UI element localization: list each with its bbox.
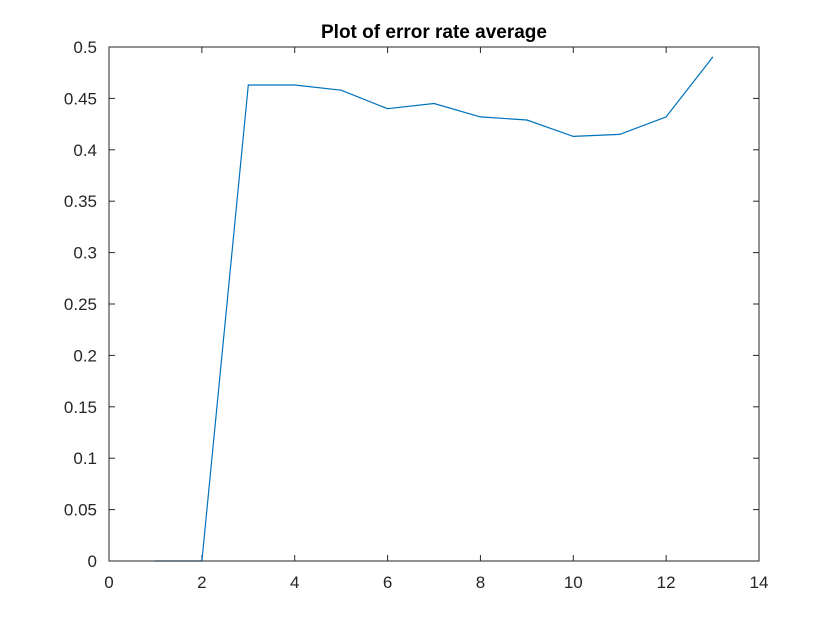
data-point	[247, 84, 249, 86]
data-point	[433, 102, 435, 105]
x-tick-label: 6	[383, 573, 392, 592]
y-tick-label: 0.25	[64, 295, 97, 314]
x-tick-label: 2	[197, 573, 206, 592]
y-tick-label: 0.5	[73, 38, 97, 57]
plot-area	[109, 47, 759, 561]
y-tick-label: 0.3	[73, 244, 97, 263]
data-point	[386, 108, 389, 110]
y-tick-label: 0	[88, 552, 97, 571]
x-tick-label: 14	[750, 573, 769, 592]
y-tick-label: 0.1	[73, 449, 97, 468]
x-tick-label: 0	[104, 573, 113, 592]
y-tick-label: 0.15	[64, 398, 97, 417]
data-point	[619, 133, 621, 135]
axes-box	[108, 46, 760, 562]
y-tick-label: 0.4	[73, 141, 97, 160]
x-tick-label: 10	[564, 573, 583, 592]
y-tick-label: 0.2	[73, 346, 97, 365]
data-point	[340, 89, 342, 91]
y-tick-label: 0.45	[64, 89, 97, 108]
x-tick-label: 8	[476, 573, 485, 592]
x-tick-label: 4	[290, 573, 299, 592]
data-point	[572, 135, 574, 138]
data-point	[665, 116, 667, 118]
chart-title: Plot of error rate average	[321, 22, 547, 43]
y-tick-label: 0.05	[64, 501, 97, 520]
y-tick-label: 0.35	[64, 192, 97, 211]
data-point	[479, 116, 482, 118]
data-point	[526, 119, 528, 121]
data-point	[711, 56, 714, 58]
ticks-layer: 0 2 4 6 8 10 12 14 0 0.05 0.1 0.15 0.2 0.25 0.3 0.35 0.4…	[64, 38, 769, 592]
data-point	[294, 84, 296, 86]
x-tick-label: 12	[657, 573, 676, 592]
